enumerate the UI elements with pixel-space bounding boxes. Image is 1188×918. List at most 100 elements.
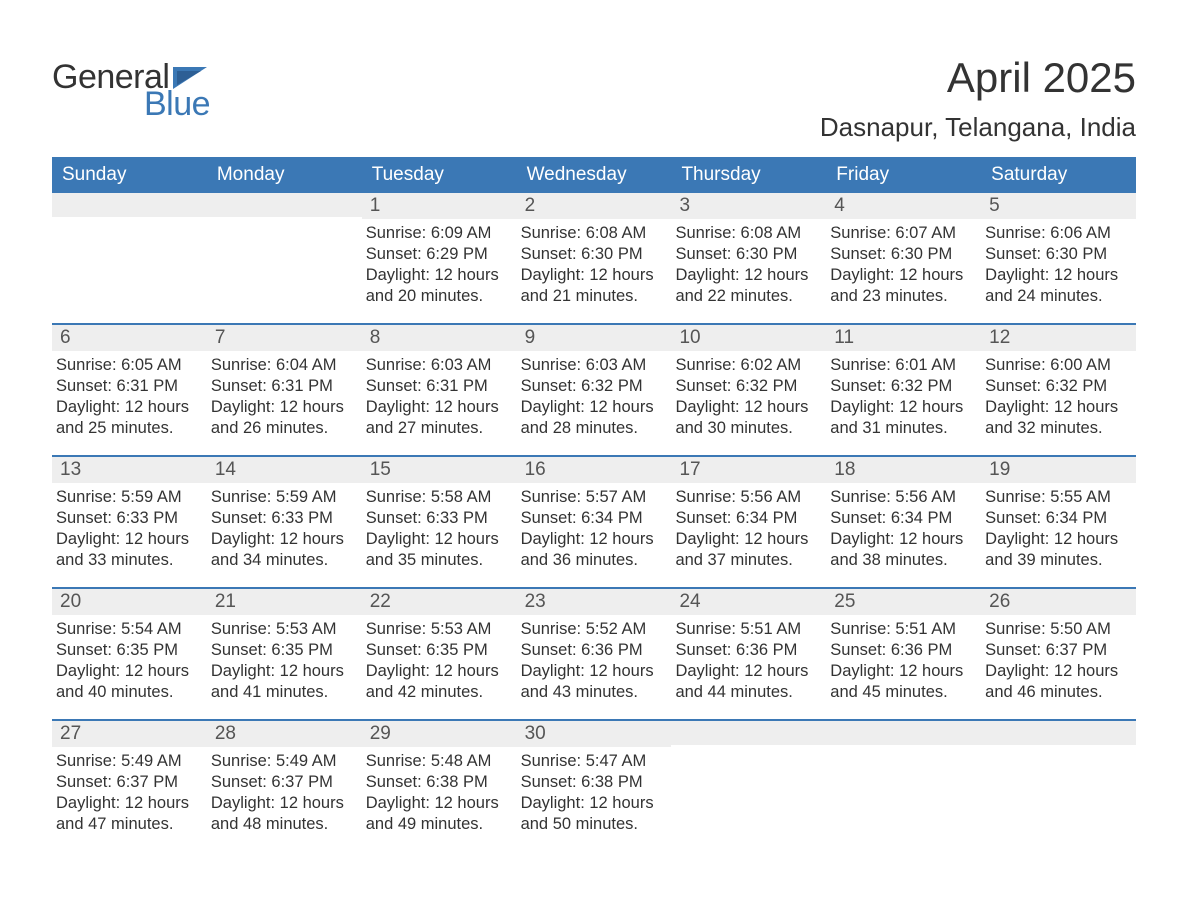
day-number: 23 <box>517 589 672 615</box>
sunrise-text: Sunrise: 5:58 AM <box>366 487 509 508</box>
sunrise-text: Sunrise: 6:00 AM <box>985 355 1128 376</box>
day-cell: 3Sunrise: 6:08 AMSunset: 6:30 PMDaylight… <box>671 193 826 323</box>
weeks-container: 1Sunrise: 6:09 AMSunset: 6:29 PMDaylight… <box>52 193 1136 851</box>
day-header-cell: Thursday <box>671 157 826 193</box>
day-number: 13 <box>52 457 207 483</box>
day-number: 15 <box>362 457 517 483</box>
day-cell <box>826 721 981 851</box>
sunset-text: Sunset: 6:35 PM <box>366 640 509 661</box>
daylight-text: Daylight: 12 hours and 23 minutes. <box>830 265 973 307</box>
sunrise-text: Sunrise: 5:55 AM <box>985 487 1128 508</box>
day-body: Sunrise: 5:53 AMSunset: 6:35 PMDaylight:… <box>362 615 517 703</box>
week-row: 6Sunrise: 6:05 AMSunset: 6:31 PMDaylight… <box>52 323 1136 455</box>
sunset-text: Sunset: 6:38 PM <box>366 772 509 793</box>
daylight-text: Daylight: 12 hours and 32 minutes. <box>985 397 1128 439</box>
page-subtitle: Dasnapur, Telangana, India <box>820 112 1136 143</box>
day-number: 1 <box>362 193 517 219</box>
day-body: Sunrise: 5:52 AMSunset: 6:36 PMDaylight:… <box>517 615 672 703</box>
day-cell: 29Sunrise: 5:48 AMSunset: 6:38 PMDayligh… <box>362 721 517 851</box>
day-cell: 12Sunrise: 6:00 AMSunset: 6:32 PMDayligh… <box>981 325 1136 455</box>
day-number: 5 <box>981 193 1136 219</box>
day-number: 30 <box>517 721 672 747</box>
sunset-text: Sunset: 6:30 PM <box>985 244 1128 265</box>
week-row: 27Sunrise: 5:49 AMSunset: 6:37 PMDayligh… <box>52 719 1136 851</box>
day-body: Sunrise: 5:49 AMSunset: 6:37 PMDaylight:… <box>207 747 362 835</box>
day-header-cell: Wednesday <box>517 157 672 193</box>
daylight-text: Daylight: 12 hours and 34 minutes. <box>211 529 354 571</box>
day-cell: 2Sunrise: 6:08 AMSunset: 6:30 PMDaylight… <box>517 193 672 323</box>
daylight-text: Daylight: 12 hours and 20 minutes. <box>366 265 509 307</box>
daylight-text: Daylight: 12 hours and 25 minutes. <box>56 397 199 439</box>
day-body: Sunrise: 5:56 AMSunset: 6:34 PMDaylight:… <box>671 483 826 571</box>
sunset-text: Sunset: 6:31 PM <box>211 376 354 397</box>
daylight-text: Daylight: 12 hours and 47 minutes. <box>56 793 199 835</box>
sunrise-text: Sunrise: 5:59 AM <box>56 487 199 508</box>
day-cell: 13Sunrise: 5:59 AMSunset: 6:33 PMDayligh… <box>52 457 207 587</box>
day-body: Sunrise: 6:03 AMSunset: 6:31 PMDaylight:… <box>362 351 517 439</box>
sunrise-text: Sunrise: 5:56 AM <box>830 487 973 508</box>
sunset-text: Sunset: 6:33 PM <box>366 508 509 529</box>
day-body: Sunrise: 6:04 AMSunset: 6:31 PMDaylight:… <box>207 351 362 439</box>
day-number <box>981 721 1136 745</box>
sunrise-text: Sunrise: 5:54 AM <box>56 619 199 640</box>
title-block: April 2025 Dasnapur, Telangana, India <box>820 54 1136 143</box>
day-cell: 4Sunrise: 6:07 AMSunset: 6:30 PMDaylight… <box>826 193 981 323</box>
day-body: Sunrise: 5:49 AMSunset: 6:37 PMDaylight:… <box>52 747 207 835</box>
sunset-text: Sunset: 6:31 PM <box>56 376 199 397</box>
day-body: Sunrise: 6:06 AMSunset: 6:30 PMDaylight:… <box>981 219 1136 307</box>
sunrise-text: Sunrise: 5:53 AM <box>211 619 354 640</box>
day-header-cell: Saturday <box>981 157 1136 193</box>
day-number: 17 <box>671 457 826 483</box>
daylight-text: Daylight: 12 hours and 42 minutes. <box>366 661 509 703</box>
day-body: Sunrise: 5:50 AMSunset: 6:37 PMDaylight:… <box>981 615 1136 703</box>
sunset-text: Sunset: 6:32 PM <box>830 376 973 397</box>
day-body: Sunrise: 5:59 AMSunset: 6:33 PMDaylight:… <box>207 483 362 571</box>
week-row: 13Sunrise: 5:59 AMSunset: 6:33 PMDayligh… <box>52 455 1136 587</box>
day-number: 3 <box>671 193 826 219</box>
daylight-text: Daylight: 12 hours and 44 minutes. <box>675 661 818 703</box>
day-cell: 30Sunrise: 5:47 AMSunset: 6:38 PMDayligh… <box>517 721 672 851</box>
day-header-row: Sunday Monday Tuesday Wednesday Thursday… <box>52 157 1136 193</box>
day-cell <box>207 193 362 323</box>
daylight-text: Daylight: 12 hours and 38 minutes. <box>830 529 973 571</box>
day-body: Sunrise: 5:58 AMSunset: 6:33 PMDaylight:… <box>362 483 517 571</box>
day-cell: 6Sunrise: 6:05 AMSunset: 6:31 PMDaylight… <box>52 325 207 455</box>
day-number: 28 <box>207 721 362 747</box>
sunrise-text: Sunrise: 6:01 AM <box>830 355 973 376</box>
sunrise-text: Sunrise: 5:50 AM <box>985 619 1128 640</box>
daylight-text: Daylight: 12 hours and 21 minutes. <box>521 265 664 307</box>
day-body: Sunrise: 5:59 AMSunset: 6:33 PMDaylight:… <box>52 483 207 571</box>
day-cell: 8Sunrise: 6:03 AMSunset: 6:31 PMDaylight… <box>362 325 517 455</box>
day-cell: 5Sunrise: 6:06 AMSunset: 6:30 PMDaylight… <box>981 193 1136 323</box>
sunrise-text: Sunrise: 5:48 AM <box>366 751 509 772</box>
sunrise-text: Sunrise: 5:47 AM <box>521 751 664 772</box>
daylight-text: Daylight: 12 hours and 36 minutes. <box>521 529 664 571</box>
sunset-text: Sunset: 6:32 PM <box>985 376 1128 397</box>
daylight-text: Daylight: 12 hours and 45 minutes. <box>830 661 973 703</box>
day-cell: 15Sunrise: 5:58 AMSunset: 6:33 PMDayligh… <box>362 457 517 587</box>
daylight-text: Daylight: 12 hours and 41 minutes. <box>211 661 354 703</box>
day-number <box>207 193 362 217</box>
sunset-text: Sunset: 6:37 PM <box>985 640 1128 661</box>
sunrise-text: Sunrise: 6:06 AM <box>985 223 1128 244</box>
sunset-text: Sunset: 6:36 PM <box>675 640 818 661</box>
day-cell: 14Sunrise: 5:59 AMSunset: 6:33 PMDayligh… <box>207 457 362 587</box>
sunrise-text: Sunrise: 5:51 AM <box>830 619 973 640</box>
day-header-cell: Sunday <box>52 157 207 193</box>
sunset-text: Sunset: 6:33 PM <box>56 508 199 529</box>
day-number: 27 <box>52 721 207 747</box>
day-cell: 19Sunrise: 5:55 AMSunset: 6:34 PMDayligh… <box>981 457 1136 587</box>
page-title: April 2025 <box>820 54 1136 102</box>
sunrise-text: Sunrise: 6:05 AM <box>56 355 199 376</box>
daylight-text: Daylight: 12 hours and 26 minutes. <box>211 397 354 439</box>
daylight-text: Daylight: 12 hours and 27 minutes. <box>366 397 509 439</box>
day-header-cell: Monday <box>207 157 362 193</box>
day-number: 21 <box>207 589 362 615</box>
day-number: 8 <box>362 325 517 351</box>
day-cell: 28Sunrise: 5:49 AMSunset: 6:37 PMDayligh… <box>207 721 362 851</box>
day-number: 19 <box>981 457 1136 483</box>
day-body: Sunrise: 6:07 AMSunset: 6:30 PMDaylight:… <box>826 219 981 307</box>
daylight-text: Daylight: 12 hours and 22 minutes. <box>675 265 818 307</box>
day-number: 14 <box>207 457 362 483</box>
daylight-text: Daylight: 12 hours and 39 minutes. <box>985 529 1128 571</box>
